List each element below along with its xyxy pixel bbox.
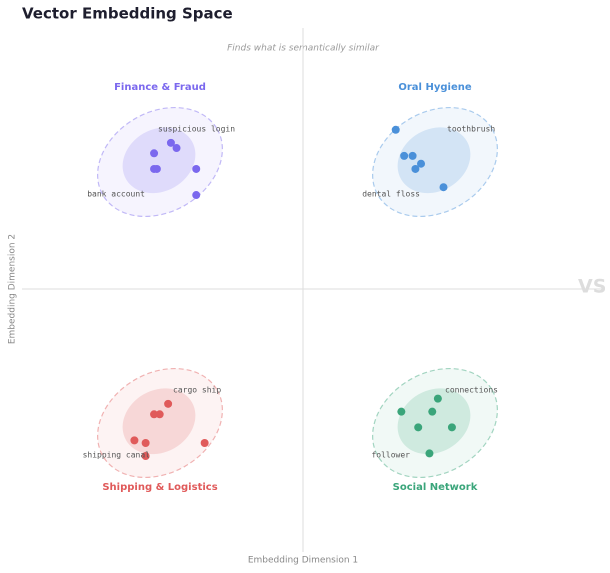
cluster-name: Social Network — [393, 482, 478, 493]
cluster-name: Oral Hygiene — [398, 82, 471, 93]
point — [150, 149, 159, 158]
cluster-inner — [122, 388, 196, 455]
word-label: shipping canal — [83, 451, 151, 460]
point — [414, 423, 423, 432]
cluster-outer — [97, 367, 223, 479]
cluster-name: Shipping & Logistics — [102, 482, 217, 493]
point — [141, 438, 150, 447]
word-label: cargo ship — [173, 386, 221, 395]
y-axis-label: Embedding Dimension 2 — [8, 234, 18, 344]
point — [150, 410, 159, 419]
point — [425, 449, 434, 458]
point — [192, 191, 201, 200]
cluster-inner — [397, 127, 471, 194]
word-label: toothbrush — [447, 125, 495, 134]
word-label: bank account — [87, 190, 145, 199]
word-label: connections — [445, 386, 498, 395]
point — [428, 407, 437, 416]
point — [447, 423, 456, 432]
point — [152, 164, 161, 173]
point — [155, 410, 164, 419]
chart-title: Vector Embedding Space — [22, 5, 233, 23]
cluster-inner — [122, 127, 196, 194]
point — [164, 399, 173, 408]
cluster-outer — [372, 367, 498, 479]
point — [433, 394, 442, 403]
chart-subtitle: Finds what is semantically similar — [227, 44, 380, 54]
point — [439, 183, 448, 192]
x-axis-label: Embedding Dimension 1 — [248, 556, 358, 566]
cluster-outer — [97, 106, 223, 218]
cluster-inner — [397, 388, 471, 455]
point — [391, 125, 400, 134]
point — [192, 164, 201, 173]
cluster-name: Finance & Fraud — [114, 82, 206, 93]
word-label: suspicious login — [158, 125, 235, 134]
point — [397, 407, 406, 416]
point — [130, 436, 139, 445]
point — [200, 438, 209, 447]
word-label: follower — [371, 451, 410, 460]
point — [400, 151, 409, 160]
watermark: VS — [578, 276, 606, 298]
word-label: dental floss — [362, 190, 420, 199]
cluster-outer — [372, 106, 498, 218]
point — [141, 452, 150, 461]
point — [166, 138, 175, 147]
point — [411, 164, 420, 173]
point — [408, 151, 417, 160]
point — [417, 159, 426, 168]
point — [172, 144, 181, 153]
